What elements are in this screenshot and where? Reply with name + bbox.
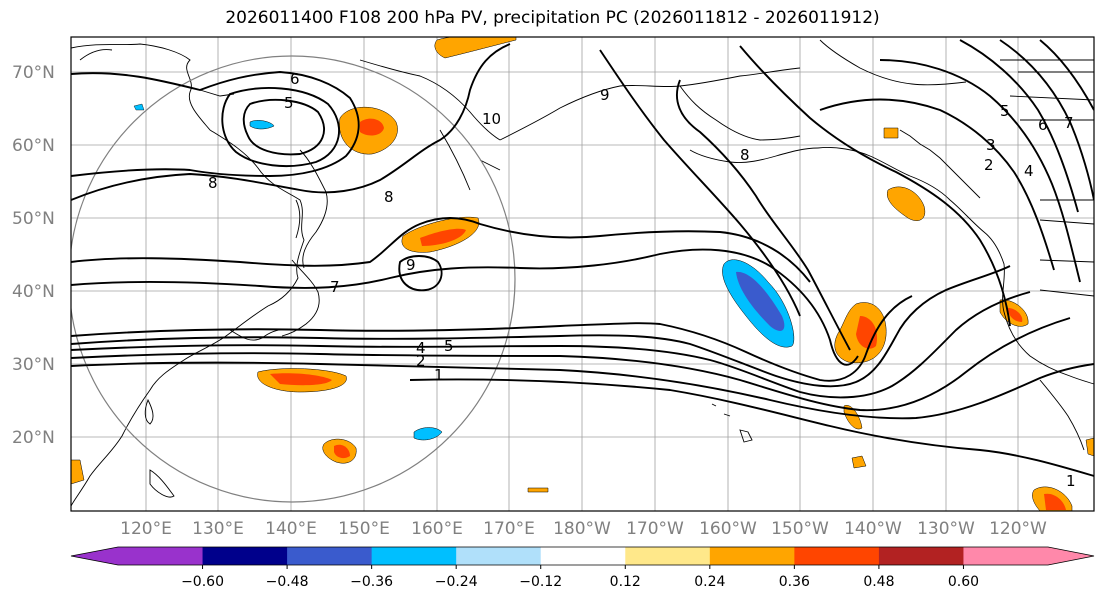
colorbar-tick-label: −0.12 <box>519 574 562 590</box>
colorbar-tick-label: 0.36 <box>779 574 810 590</box>
colorbar-segment <box>709 547 795 565</box>
lat-label: 20°N <box>12 428 55 448</box>
lon-label: 150°W <box>771 519 829 539</box>
colorbar-segment <box>878 547 964 565</box>
latitude-labels: 70°N 60°N 50°N 40°N 30°N 20°N <box>12 63 55 448</box>
colorbar-segment <box>794 547 880 565</box>
contour-label: 9 <box>600 86 610 104</box>
contour-label: 6 <box>290 70 300 88</box>
contour-label: 4 <box>416 339 426 357</box>
plot-area <box>71 37 1094 511</box>
contour-label: 3 <box>986 136 996 154</box>
range-circle <box>71 55 516 503</box>
colorbar-extend-low <box>71 547 118 565</box>
lon-label: 170°E <box>483 519 535 539</box>
precipitation-shading <box>71 37 1094 511</box>
lat-label: 40°N <box>12 282 55 302</box>
colorbar-tick-label: 0.24 <box>694 574 725 590</box>
colorbar-extend-high <box>1048 547 1094 565</box>
contour-label: 8 <box>384 188 394 206</box>
lon-label: 130°E <box>192 519 244 539</box>
lat-label: 70°N <box>12 63 55 83</box>
colorbar-segment <box>118 547 204 565</box>
colorbar-segment <box>287 547 373 565</box>
lon-label: 120°E <box>120 519 172 539</box>
contour-label: 5 <box>1000 102 1010 120</box>
lon-label: 180°W <box>553 519 611 539</box>
contour-label: 2 <box>984 156 994 174</box>
contour-label: 4 <box>1024 162 1034 180</box>
coastlines <box>71 39 1094 507</box>
plot-frame <box>70 36 1095 512</box>
lon-label: 170°W <box>626 519 684 539</box>
colorbar-tick-label: −0.48 <box>266 574 309 590</box>
lat-label: 50°N <box>12 209 55 229</box>
map-title: 2026011400 F108 200 hPa PV, precipitatio… <box>225 8 880 28</box>
colorbar-outline <box>70 546 1095 566</box>
pv-contours <box>71 39 1094 477</box>
colorbar-segment <box>625 547 711 565</box>
colorbar-tick-label: 0.60 <box>948 574 979 590</box>
contour-label: 1 <box>1066 472 1076 490</box>
contour-label: 5 <box>444 337 454 355</box>
colorbar: −0.60 −0.48 −0.36 −0.24 −0.12 0.12 0.24 0.36 0.4… <box>70 546 1095 590</box>
contour-label: 7 <box>330 278 340 296</box>
contour-label: 8 <box>740 146 750 164</box>
lat-label: 30°N <box>12 355 55 375</box>
colorbar-tick-label: 0.12 <box>610 574 641 590</box>
colorbar-segment <box>540 547 626 565</box>
lon-label: 160°E <box>411 519 463 539</box>
lon-label: 130°W <box>917 519 975 539</box>
lon-label: 140°E <box>265 519 317 539</box>
contour-label: 8 <box>208 174 218 192</box>
colorbar-tick-label: −0.24 <box>435 574 478 590</box>
contour-label: 1 <box>434 366 444 384</box>
lon-label: 120°W <box>989 519 1047 539</box>
colorbar-tick-label: −0.60 <box>181 574 224 590</box>
lat-label: 60°N <box>12 136 55 156</box>
lon-label: 140°W <box>844 519 902 539</box>
contour-labels: 6 5 8 8 9 7 4 5 2 1 10 9 8 1 2 3 4 5 6 7 <box>208 70 1076 490</box>
lon-label: 150°E <box>338 519 390 539</box>
contour-label: 6 <box>1038 116 1048 134</box>
colorbar-tick-label: −0.36 <box>350 574 393 590</box>
colorbar-segment <box>456 547 542 565</box>
colorbar-segment <box>202 547 288 565</box>
longitude-labels: 120°E 130°E 140°E 150°E 160°E 170°E 180°… <box>120 519 1047 539</box>
contour-label: 5 <box>284 94 294 112</box>
colorbar-tick-label: 0.48 <box>863 574 894 590</box>
lon-label: 160°W <box>699 519 757 539</box>
colorbar-segment <box>963 547 1049 565</box>
contour-label: 9 <box>406 256 416 274</box>
contour-label: 10 <box>482 110 501 128</box>
colorbar-segment <box>371 547 457 565</box>
contour-label: 7 <box>1064 114 1074 132</box>
contour-label: 2 <box>416 352 426 370</box>
